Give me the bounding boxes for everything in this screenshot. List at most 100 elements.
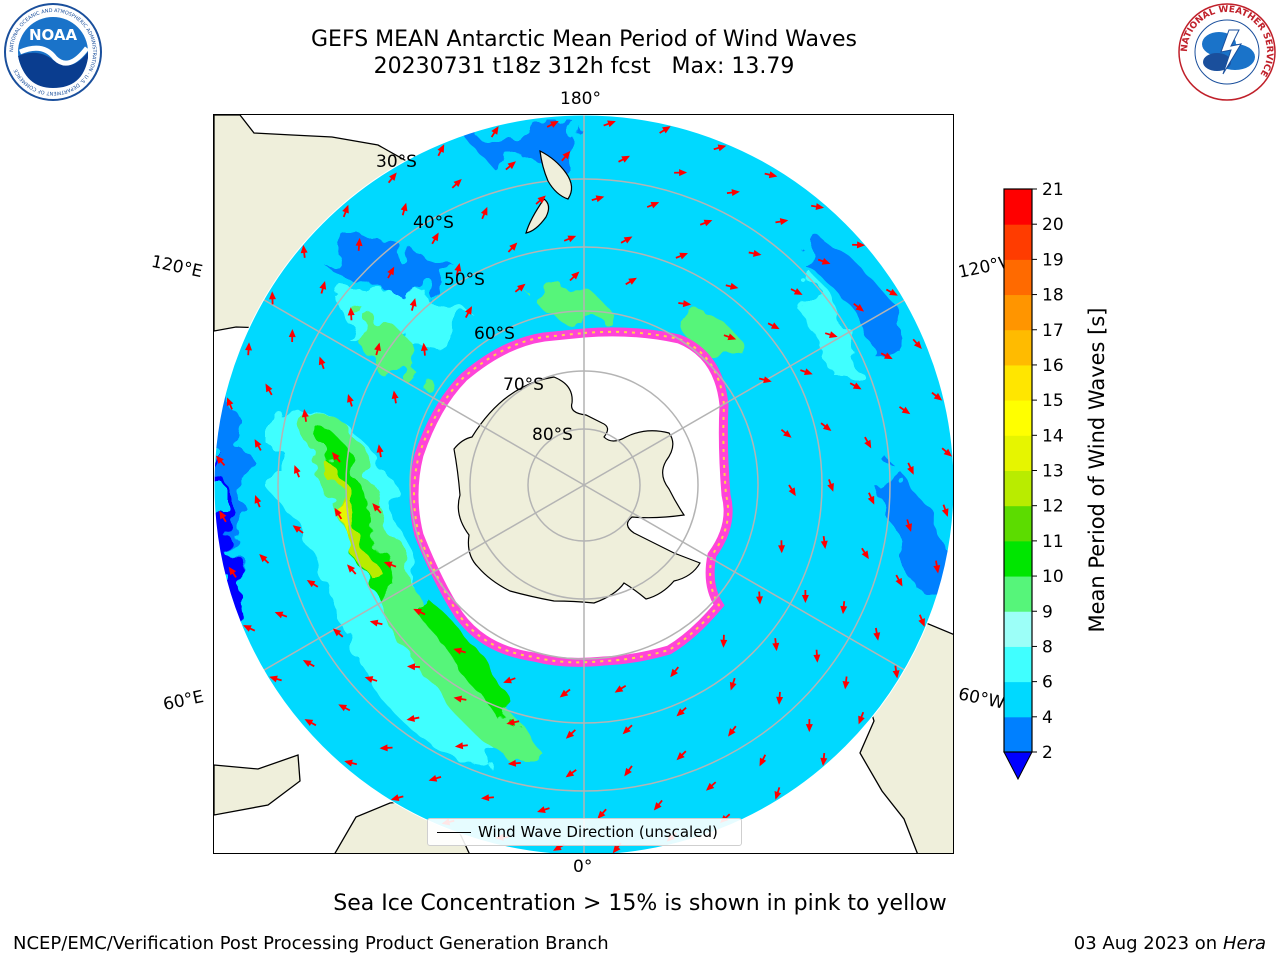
wind-arrow [827,479,834,492]
wind-arrow [820,752,828,767]
colorbar-swatch [1004,329,1032,366]
wind-arrow [624,765,633,777]
wind-arrow [294,465,301,478]
latitude-label-50s: 50°S [444,270,485,290]
wind-arrow [332,628,344,638]
wind-arrow [383,561,397,569]
wind-arrow [304,719,317,727]
wind-arrow [653,799,663,811]
meridian-label-180: 180° [560,89,601,109]
wind-arrow [800,368,813,376]
wind-arrow [780,428,792,438]
wind-arrow [670,666,680,678]
wind-arrow [453,647,467,655]
wind-arrow [603,120,616,128]
wind-arrow [618,155,630,163]
wind-arrow [941,447,953,457]
wind-arrow [390,794,404,802]
wind-arrow [824,331,838,338]
colorbar-tick-label: 17 [1042,321,1064,341]
wind-arrow [318,356,326,370]
wind-arrow [506,718,520,726]
wind-arrow [720,634,728,648]
colorbar-tick-label: 19 [1042,250,1064,270]
wind-arrow [918,614,925,627]
wind-arrow [817,257,831,265]
colorbar-tick-label: 15 [1042,391,1064,411]
antarctica-land [453,376,701,604]
wind-arrow [369,619,383,627]
wind-arrow [591,195,605,203]
legend-line-swatch [437,832,471,833]
wind-arrow [622,724,633,735]
wind-arrow [646,201,660,209]
wind-arrow [265,383,273,396]
wind-arrow [451,178,462,189]
wind-arrow [364,676,378,683]
wind-arrow [269,675,282,683]
wind-arrow [790,288,803,295]
wind-arrow [725,282,739,290]
colorbar-tick-label: 14 [1042,426,1064,446]
wind-arrow [428,774,442,782]
meridian-label-120e: 120°E [149,251,205,283]
colorbar-swatch [1004,576,1032,612]
colorbar-swatch [1004,259,1032,296]
wind-arrow [507,759,521,767]
wind-arrow [480,794,494,802]
wind-arrow [675,252,688,260]
wind-arrow [776,691,784,705]
wind-arrow [344,759,358,767]
wind-arrow [420,342,428,356]
wind-arrow [514,283,526,293]
wind-arrow [505,161,516,171]
colorbar-swatch [1004,364,1032,401]
colorbar-tick-label: 11 [1042,532,1064,552]
wind-arrow [565,729,576,739]
wind-arrow [347,307,355,321]
map-legend: Wind Wave Direction (unscaled) [427,818,742,846]
wind-arrow [406,663,421,671]
wind-arrow [880,352,893,360]
wind-arrow [376,444,384,458]
wind-arrow [849,382,862,390]
credit-date-text: 03 Aug 2023 on [1073,933,1218,954]
colorbar-tick-label: 18 [1042,286,1064,306]
latitude-label-80s: 80°S [532,425,573,445]
chart-subtitle: 20230731 t18z 312h fcst Max: 13.79 [373,54,795,79]
wind-arrow [374,342,381,356]
colorbar-swatch [1004,540,1032,577]
wind-arrow [820,422,832,431]
wind-arrow [559,688,571,698]
colorbar-swatch [1004,646,1032,683]
noaa-logo-text: NOAA [29,26,78,44]
meridian-label-60e: 60°E [161,686,206,716]
wind-arrow [861,547,869,560]
wind-arrow [767,322,780,330]
wind-arrow [347,564,357,575]
wind-arrow [813,649,821,663]
colorbar-swatch [1004,505,1032,542]
wind-arrow [226,397,234,410]
wind-arrow [853,303,865,312]
wind-arrow [941,504,949,517]
wind-arrow [387,266,395,279]
colorbar-tick-label: 20 [1042,215,1064,235]
nws-logo: NATIONAL WEATHER SERVICE [1177,2,1277,102]
colorbar-swatch [1004,400,1032,436]
colorbar-tick-label: 13 [1042,462,1064,482]
wind-arrow [676,707,687,717]
wind-arrow [565,769,577,778]
chart-title: GEFS MEAN Antarctic Mean Period of Wind … [311,27,857,52]
wind-arrow [805,719,813,733]
colorbar-tick-label: 9 [1042,602,1053,622]
wind-arrow [756,591,763,605]
credit-date: 03 Aug 2023 on Hera [1074,933,1266,954]
colorbar-swatch [1004,294,1032,331]
wind-arrow [758,376,772,384]
wind-arrow [898,406,911,415]
wind-arrow [347,394,354,407]
wind-arrow [728,725,737,737]
wind-arrow [873,627,881,641]
wind-arrow [300,244,308,258]
